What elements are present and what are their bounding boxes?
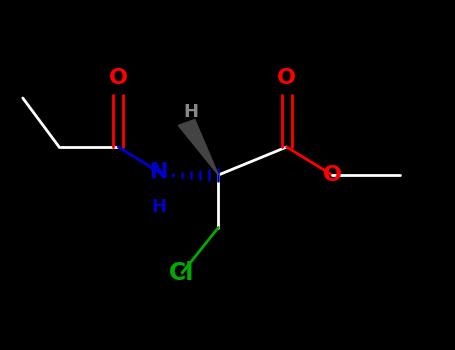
Text: N: N xyxy=(150,161,168,182)
Text: H: H xyxy=(152,197,167,216)
Text: H: H xyxy=(184,103,198,121)
Text: O: O xyxy=(323,165,342,185)
Polygon shape xyxy=(178,120,218,175)
Text: Cl: Cl xyxy=(169,261,195,285)
Text: O: O xyxy=(277,68,296,88)
Text: O: O xyxy=(109,68,128,88)
